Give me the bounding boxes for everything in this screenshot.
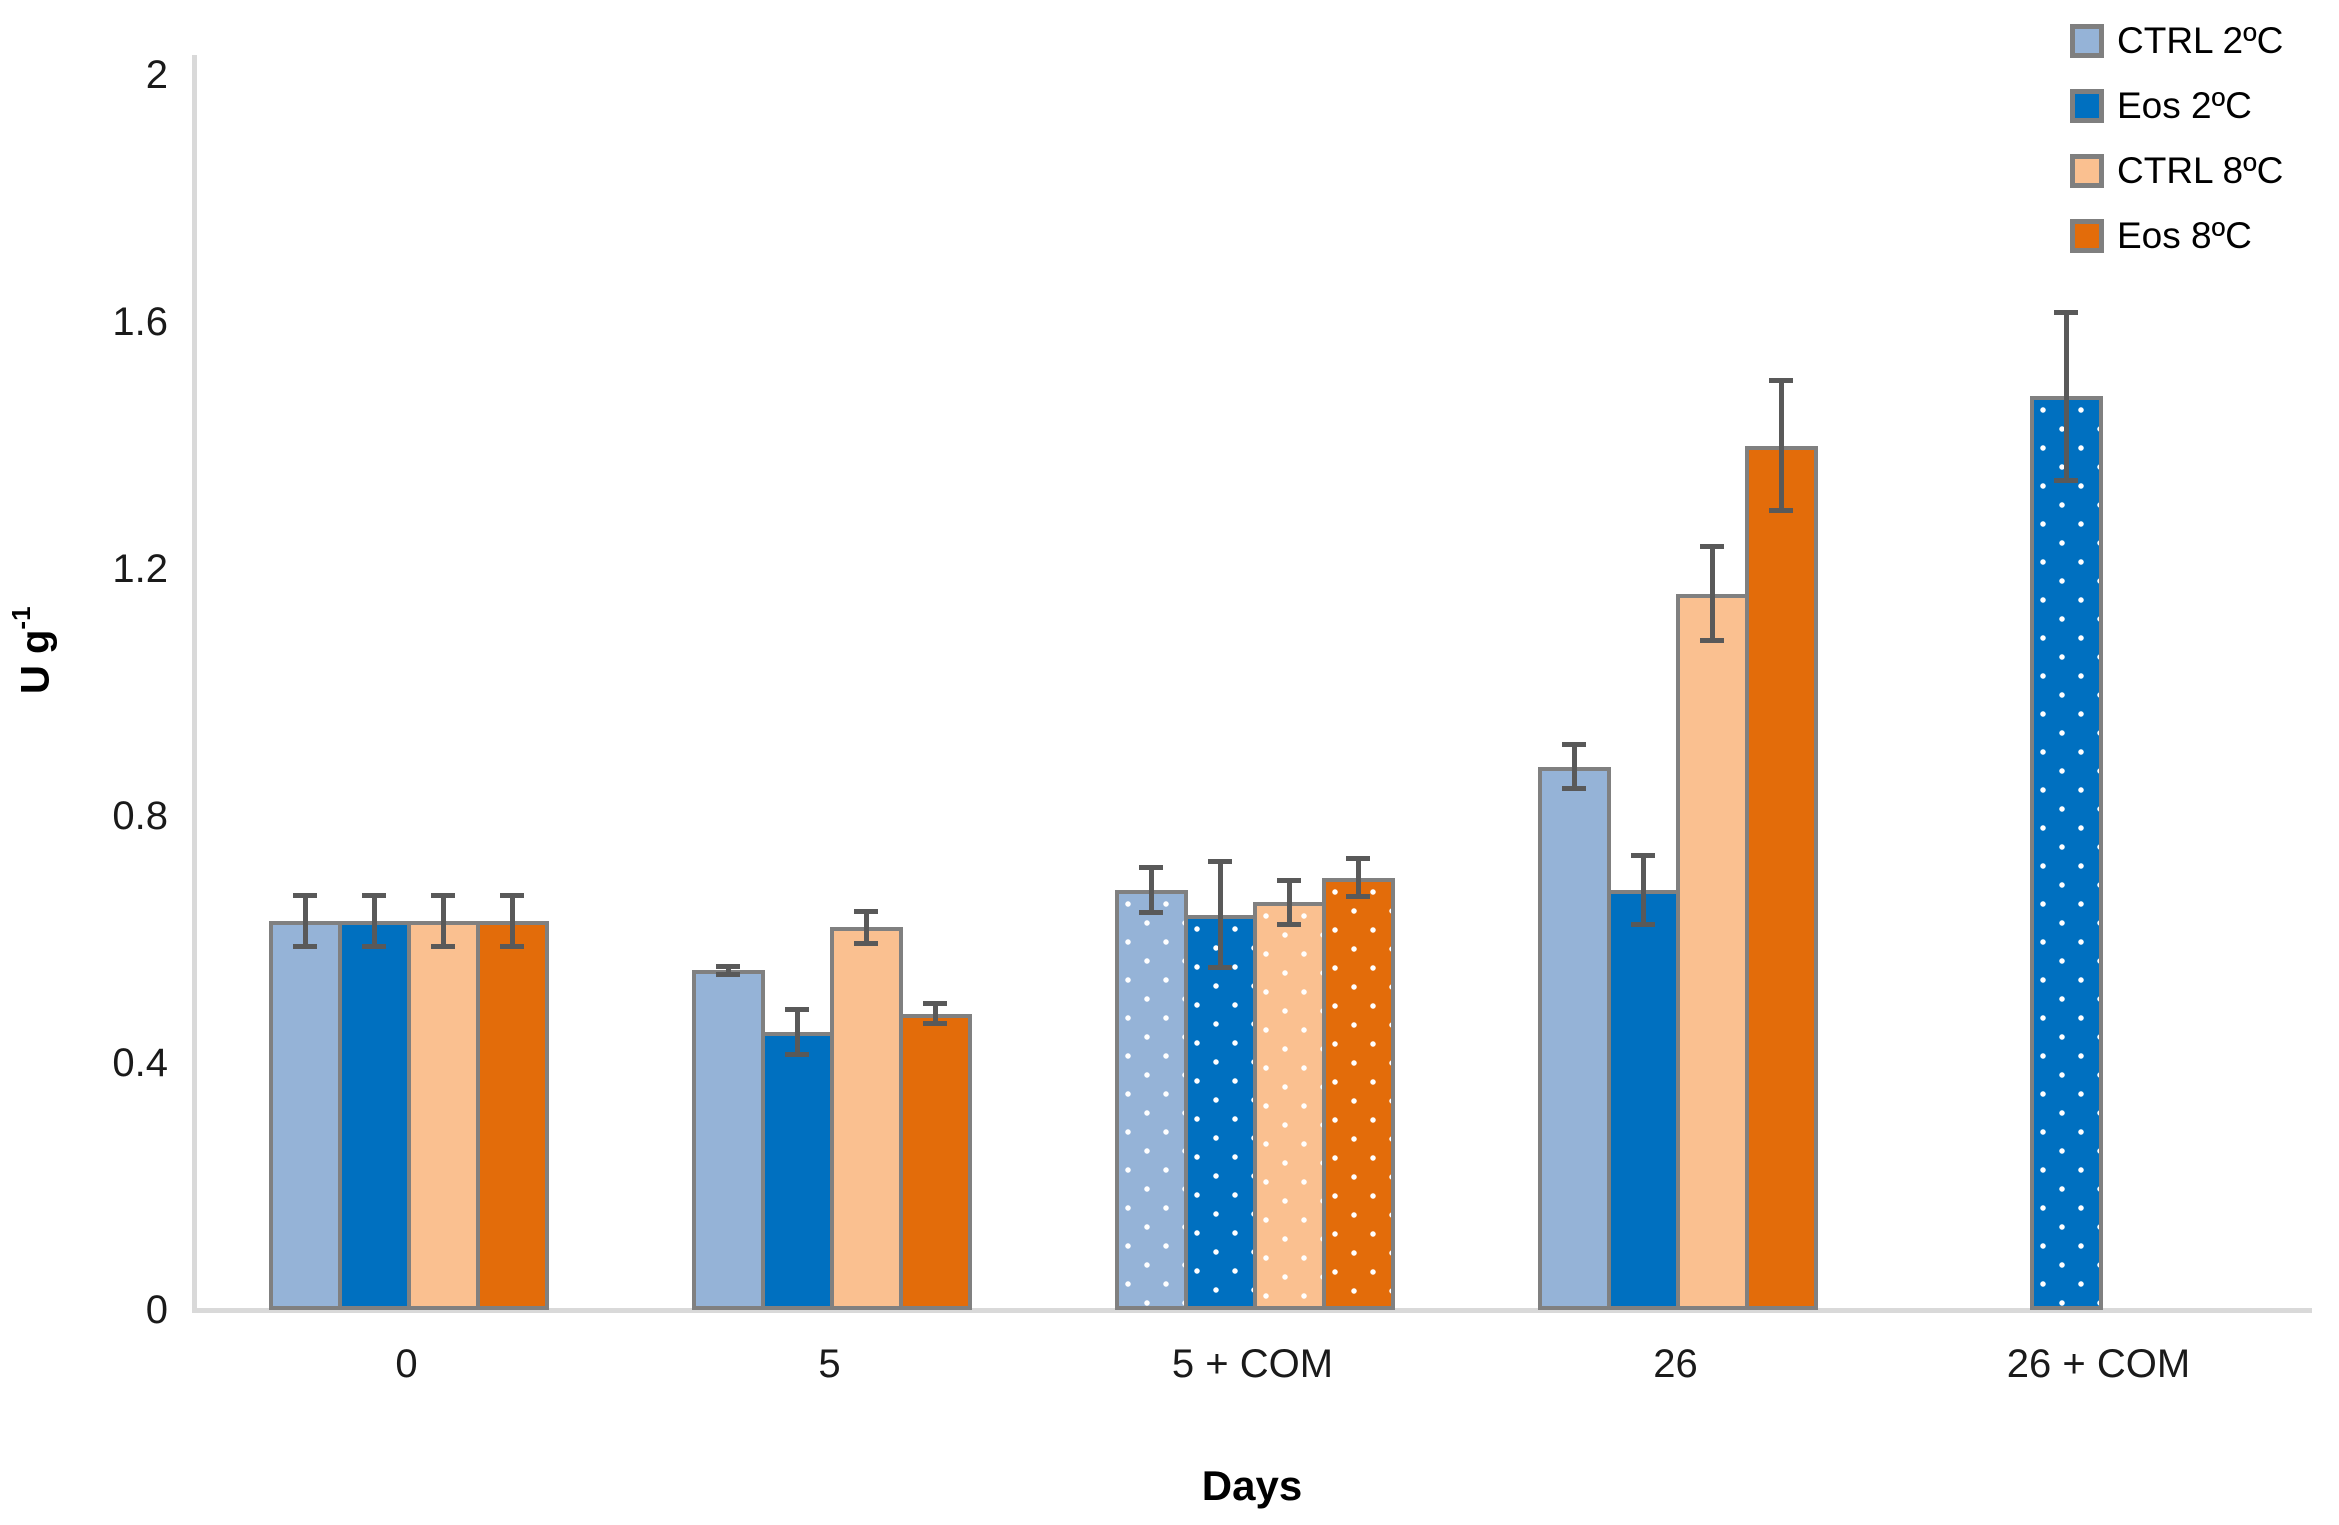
y-tick-label: 1.2 <box>112 547 168 591</box>
bar <box>1606 890 1680 1310</box>
legend-item: Eos 2ºC <box>2070 85 2283 126</box>
legend-swatch <box>2070 24 2104 58</box>
error-bar-bottom-cap <box>1769 508 1793 514</box>
error-bar-top-cap <box>1769 377 1793 383</box>
y-tick-label: 0.8 <box>112 794 168 838</box>
error-bar-top-cap <box>362 893 386 899</box>
bar <box>475 920 549 1310</box>
bar <box>1537 766 1611 1310</box>
bar <box>1114 890 1188 1310</box>
error-bar-line <box>1148 865 1154 915</box>
error-bar-line <box>1355 856 1361 900</box>
error-bar-line <box>302 893 308 949</box>
error-bar-top-cap <box>1208 859 1232 865</box>
error-bar-bottom-cap <box>1631 922 1655 928</box>
bar <box>760 1032 834 1310</box>
legend-swatch <box>2070 89 2104 123</box>
error-bar-top-cap <box>431 893 455 899</box>
error-bar-bottom-cap <box>785 1051 809 1057</box>
y-axis-title: U g-1 <box>6 500 58 800</box>
x-axis-title: Days <box>1201 1462 1303 1509</box>
error-bar-line <box>863 908 869 946</box>
y-tick-label: 0.4 <box>112 1041 168 1085</box>
error-bar-bottom-cap <box>1139 909 1163 915</box>
error-bar-top-cap <box>716 964 740 970</box>
error-bar-bottom-cap <box>854 940 878 946</box>
error-bar-top-cap <box>923 1001 947 1007</box>
error-bar-line <box>1640 853 1646 928</box>
error-bar-bottom-cap <box>293 943 317 949</box>
bar <box>337 920 411 1310</box>
legend: CTRL 2ºC Eos 2ºC CTRL 8ºC Eos 8ºC <box>2070 20 2284 284</box>
error-bar-bottom-cap <box>2054 477 2078 483</box>
error-bar-bottom-cap <box>362 943 386 949</box>
legend-label: CTRL 2ºC <box>2117 20 2284 61</box>
error-bar-bottom-cap <box>500 943 524 949</box>
bar <box>406 920 480 1310</box>
x-tick-label: 0 <box>395 1342 418 1386</box>
x-axis-line <box>192 1308 2312 1313</box>
error-bar-line <box>794 1007 800 1057</box>
error-bar-line <box>2063 309 2069 483</box>
bar <box>1183 914 1257 1310</box>
error-bar-line <box>440 893 446 949</box>
error-bar-top-cap <box>785 1007 809 1013</box>
y-axis-title-base: U g <box>13 629 58 694</box>
bar <box>1744 445 1818 1310</box>
error-bar-top-cap <box>2054 309 2078 315</box>
x-tick-label: 5 + COM <box>1171 1342 1334 1386</box>
bar <box>268 920 342 1310</box>
error-bar-line <box>1778 377 1784 514</box>
y-tick-label: 0 <box>145 1288 168 1332</box>
error-bar-line <box>1217 859 1223 971</box>
error-bar-bottom-cap <box>1208 965 1232 971</box>
bar <box>691 970 765 1310</box>
legend-label: CTRL 8ºC <box>2117 150 2284 191</box>
y-axis-title-sup: -1 <box>6 606 36 630</box>
bar <box>1675 593 1749 1310</box>
error-bar-line <box>725 964 731 977</box>
error-bar-top-cap <box>1562 741 1586 747</box>
bar <box>829 927 903 1310</box>
legend-label: Eos 2ºC <box>2117 85 2252 126</box>
x-tick-label: 5 <box>818 1342 841 1386</box>
error-bar-bottom-cap <box>1346 894 1370 900</box>
legend-item: CTRL 2ºC <box>2070 20 2284 61</box>
bar <box>898 1013 972 1310</box>
y-axis-line <box>192 55 197 1313</box>
y-tick-label: 2 <box>145 53 168 97</box>
error-bar-line <box>1571 741 1577 792</box>
error-bar-top-cap <box>1346 856 1370 862</box>
error-bar-bottom-cap <box>1700 638 1724 644</box>
error-bar-bottom-cap <box>923 1020 947 1026</box>
bar <box>1252 902 1326 1310</box>
x-tick-label: 26 <box>1653 1342 1698 1386</box>
error-bar-top-cap <box>293 893 317 899</box>
legend-swatch <box>2070 154 2104 188</box>
error-bar-top-cap <box>854 908 878 914</box>
error-bar-line <box>1709 544 1715 644</box>
error-bar-top-cap <box>1277 877 1301 883</box>
error-bar-line <box>371 893 377 949</box>
bar <box>2029 396 2103 1310</box>
legend-swatch <box>2070 219 2104 253</box>
error-bar-bottom-cap <box>431 943 455 949</box>
error-bar-line <box>1286 877 1292 928</box>
legend-label: Eos 8ºC <box>2117 215 2252 256</box>
error-bar-top-cap <box>1631 853 1655 859</box>
y-tick-label: 1.6 <box>112 300 168 344</box>
error-bar-line <box>509 893 515 949</box>
error-bar-bottom-cap <box>1277 922 1301 928</box>
error-bar-top-cap <box>1700 544 1724 550</box>
error-bar-top-cap <box>500 893 524 899</box>
error-bar-bottom-cap <box>716 971 740 977</box>
error-bar-top-cap <box>1139 865 1163 871</box>
error-bar-line <box>932 1001 938 1026</box>
legend-item: Eos 8ºC <box>2070 215 2283 256</box>
error-bar-bottom-cap <box>1562 786 1586 792</box>
legend-item: CTRL 8ºC <box>2070 150 2284 191</box>
x-tick-label: 26 + COM <box>2006 1342 2191 1386</box>
bar <box>1321 877 1395 1310</box>
